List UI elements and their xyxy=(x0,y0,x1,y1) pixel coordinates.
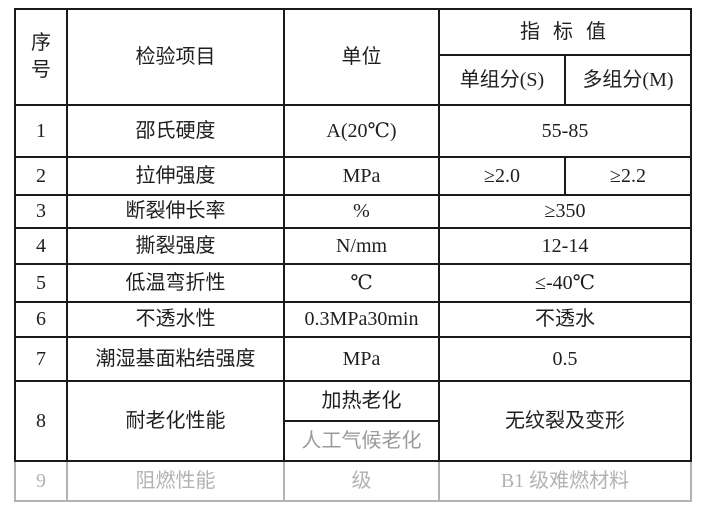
table-row: 4 撕裂强度 N/mm 12-14 xyxy=(14,227,692,265)
cell-value: 不透水 xyxy=(438,301,692,338)
cell-seq: 4 xyxy=(14,227,68,265)
cell-unit: % xyxy=(283,194,440,229)
cell-item: 低温弯折性 xyxy=(66,263,285,303)
cell-item: 撕裂强度 xyxy=(66,227,285,265)
cell-unit: MPa xyxy=(283,156,440,196)
cell-unit: 级 xyxy=(283,460,440,502)
cell-item: 耐老化性能 xyxy=(66,380,285,462)
cell-seq: 2 xyxy=(14,156,68,196)
cell-unit: ℃ xyxy=(283,263,440,303)
cell-value: 无纹裂及变形 xyxy=(438,380,692,462)
cell-seq: 9 xyxy=(14,460,68,502)
cell-value: B1 级难燃材料 xyxy=(438,460,692,502)
cell-item: 拉伸强度 xyxy=(66,156,285,196)
cell-unit: A(20℃) xyxy=(283,104,440,158)
cell-unit: MPa xyxy=(283,336,440,382)
cell-unit-weather-aging: 人工气候老化 xyxy=(283,420,440,462)
table-row: 8 耐老化性能 加热老化 无纹裂及变形 xyxy=(14,380,692,462)
header-single-component: 单组分(S) xyxy=(438,54,566,106)
table-row: 3 断裂伸长率 % ≥350 xyxy=(14,194,692,229)
cell-unit-heat-aging: 加热老化 xyxy=(283,380,440,422)
spec-table: 序 号 检验项目 单位 指 标 值 单组分(S) 多组分(M) 1 邵氏硬度 A… xyxy=(14,8,692,502)
cell-item: 不透水性 xyxy=(66,301,285,338)
cell-value: ≤-40℃ xyxy=(438,263,692,303)
table-row: 5 低温弯折性 ℃ ≤-40℃ xyxy=(14,263,692,303)
header-index-value: 指 标 值 xyxy=(438,8,692,56)
cell-item: 断裂伸长率 xyxy=(66,194,285,229)
cell-unit: N/mm xyxy=(283,227,440,265)
header-multi-component: 多组分(M) xyxy=(564,54,692,106)
cell-value: 0.5 xyxy=(438,336,692,382)
cell-seq: 8 xyxy=(14,380,68,462)
header-row-top: 序 号 检验项目 单位 指 标 值 xyxy=(14,8,692,106)
cell-seq: 6 xyxy=(14,301,68,338)
cell-value-multi: ≥2.2 xyxy=(564,156,692,196)
cell-item: 邵氏硬度 xyxy=(66,104,285,158)
table-row: 人工气候老化 xyxy=(15,420,691,462)
table-row-faded: 9 阻燃性能 级 B1 级难燃材料 xyxy=(14,460,692,502)
cell-value: 12-14 xyxy=(438,227,692,265)
header-unit: 单位 xyxy=(283,8,440,106)
cell-value: ≥350 xyxy=(438,194,692,229)
cell-item: 阻燃性能 xyxy=(66,460,285,502)
cell-item: 潮湿基面粘结强度 xyxy=(66,336,285,382)
table-row: 6 不透水性 0.3MPa30min 不透水 xyxy=(14,301,692,338)
header-item: 检验项目 xyxy=(66,8,285,106)
table-row: 1 邵氏硬度 A(20℃) 55-85 xyxy=(14,104,692,158)
cell-seq: 7 xyxy=(14,336,68,382)
cell-value-single: ≥2.0 xyxy=(438,156,566,196)
cell-seq: 3 xyxy=(14,194,68,229)
table-row: 7 潮湿基面粘结强度 MPa 0.5 xyxy=(14,336,692,382)
cell-value: 55-85 xyxy=(438,104,692,158)
header-row-sub: 单组分(S) 多组分(M) xyxy=(15,54,692,106)
cell-seq: 5 xyxy=(14,263,68,303)
cell-unit: 0.3MPa30min xyxy=(283,301,440,338)
header-seq: 序 号 xyxy=(14,8,68,106)
table-row: 2 拉伸强度 MPa ≥2.0 ≥2.2 xyxy=(14,156,692,196)
cell-seq: 1 xyxy=(14,104,68,158)
